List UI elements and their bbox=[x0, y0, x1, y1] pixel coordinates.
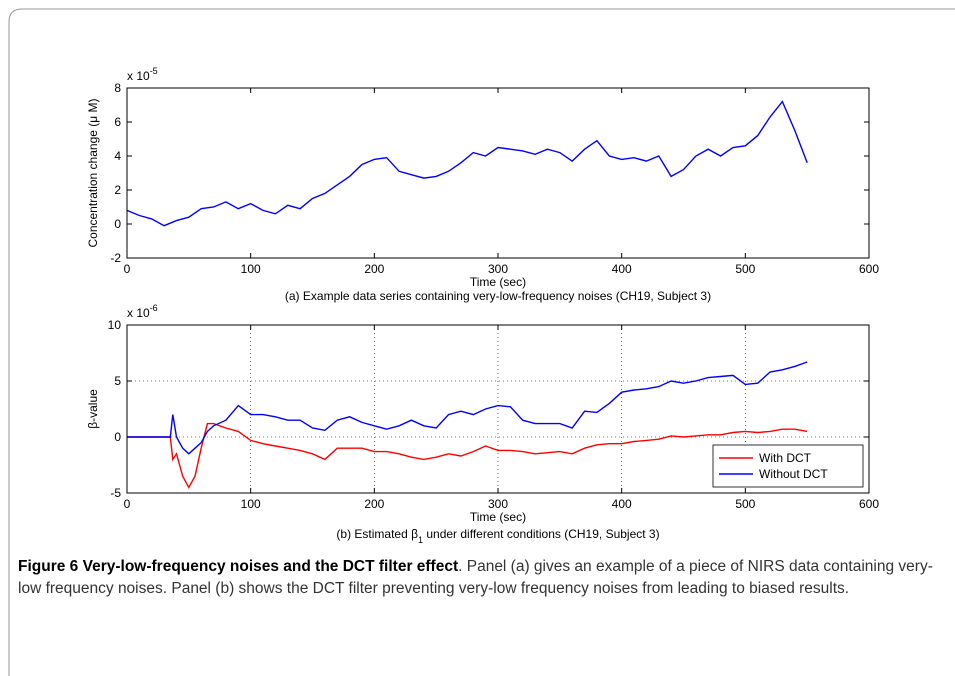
x-tick-label: 200 bbox=[364, 497, 384, 511]
caption: Figure 6 Very-low-frequency noises and t… bbox=[18, 556, 946, 600]
x-tick-label: 400 bbox=[612, 497, 632, 511]
x-axis-label: Time (sec) bbox=[470, 510, 526, 524]
panel-caption: (b) Estimated β1 under different conditi… bbox=[336, 527, 659, 545]
x-tick-label: 0 bbox=[124, 497, 131, 511]
plot-area bbox=[127, 88, 869, 258]
legend-label: With DCT bbox=[759, 451, 812, 465]
caption-title: Figure 6 Very-low-frequency noises and t… bbox=[18, 558, 459, 575]
legend-label: Without DCT bbox=[759, 467, 828, 481]
x-tick-label: 600 bbox=[859, 262, 879, 276]
multiplier-base: x 10 bbox=[127, 69, 150, 83]
y-axis-label: Concentration change (μ M) bbox=[86, 99, 100, 248]
frame bbox=[8, 8, 955, 676]
panel-caption: (a) Example data series containing very-… bbox=[285, 289, 711, 303]
x-tick-label: 500 bbox=[735, 262, 755, 276]
y-tick-label: 2 bbox=[114, 183, 121, 197]
multiplier-base: x 10 bbox=[127, 306, 150, 320]
axes-box bbox=[126, 87, 870, 259]
y-tick-label: 6 bbox=[114, 115, 121, 129]
y-tick-label: 0 bbox=[114, 217, 121, 231]
y-tick-label: -5 bbox=[110, 486, 121, 500]
data-line bbox=[126, 100, 808, 227]
y-tick-label: 10 bbox=[108, 318, 122, 332]
y-tick-label: 5 bbox=[114, 374, 121, 388]
panel-caption-part: under different conditions (CH19, Subjec… bbox=[423, 527, 660, 541]
x-tick-label: 200 bbox=[364, 262, 384, 276]
multiplier-exponent: -5 bbox=[150, 66, 158, 76]
data-line bbox=[127, 361, 808, 455]
x-tick-label: 0 bbox=[124, 262, 131, 276]
y-tick-label: -2 bbox=[110, 251, 121, 265]
legend-box bbox=[712, 444, 864, 488]
x-tick-label: 500 bbox=[735, 497, 755, 511]
x-tick-label: 100 bbox=[241, 497, 261, 511]
multiplier-exponent: -6 bbox=[150, 303, 158, 313]
x-tick-label: 300 bbox=[488, 262, 508, 276]
caption-text: . Panel (a) gives an example of a piece … bbox=[18, 558, 933, 597]
y-multiplier: x 10-5 bbox=[127, 66, 158, 83]
panel-caption-part: 1 bbox=[418, 535, 423, 545]
y-axis-label: β-value bbox=[86, 389, 100, 429]
x-tick-label: 100 bbox=[241, 262, 261, 276]
x-axis-label: Time (sec) bbox=[470, 275, 526, 289]
y-multiplier: x 10-6 bbox=[127, 303, 158, 320]
x-tick-label: 300 bbox=[488, 497, 508, 511]
panel-caption-part: (b) Estimated β bbox=[336, 527, 418, 541]
x-tick-label: 600 bbox=[859, 497, 879, 511]
y-tick-label: 8 bbox=[114, 81, 121, 95]
axes-box bbox=[126, 324, 870, 494]
x-tick-label: 400 bbox=[612, 262, 632, 276]
data-line bbox=[127, 422, 808, 489]
y-tick-label: 0 bbox=[114, 430, 121, 444]
y-tick-label: 4 bbox=[114, 149, 121, 163]
